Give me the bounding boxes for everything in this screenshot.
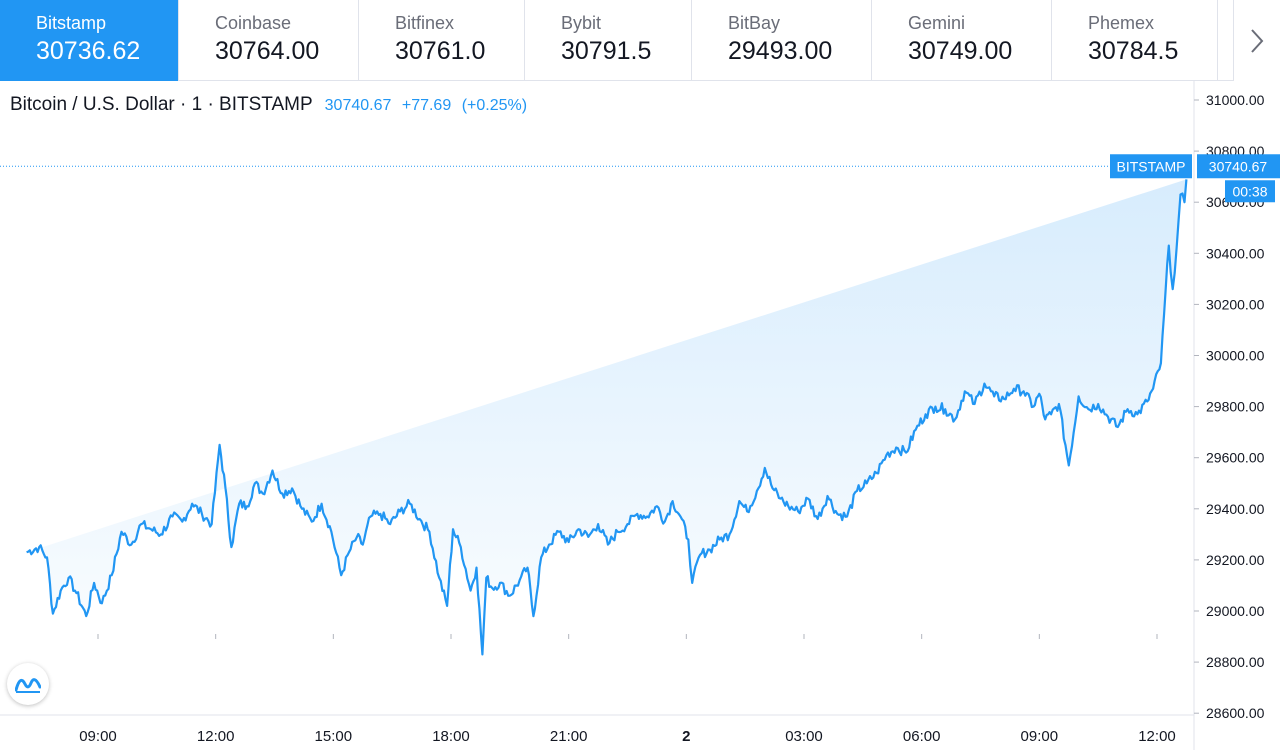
x-tick-label: 09:00: [1021, 728, 1059, 745]
chart-legend: Bitcoin / U.S. Dollar · 1 · BITSTAMP 307…: [10, 94, 533, 116]
exchange-tab-bitbay[interactable]: BitBay 29493.00: [692, 0, 872, 81]
series-line-bitstamp: [26, 179, 1188, 656]
legend-last-price: 30740.67: [324, 97, 392, 114]
legend-change: +77.69: [401, 97, 452, 114]
y-tick-label: 29200.00: [1206, 552, 1265, 568]
y-tick-label: 30000.00: [1206, 348, 1265, 364]
x-tick-label: 12:00: [197, 728, 235, 745]
x-tick-label: 03:00: [785, 728, 823, 745]
exchange-name: Gemini: [908, 13, 966, 33]
exchange-name: Phemex: [1088, 13, 1155, 33]
exchange-name: Bybit: [561, 13, 602, 33]
exchange-tabs: Bitstamp 30736.62 Coinbase 30764.00 Bitf…: [0, 0, 1280, 81]
exchange-tab-gemini[interactable]: Gemini 30749.00: [872, 0, 1052, 81]
exchange-name: Bitstamp: [36, 13, 107, 33]
exchange-tab-bitfinex[interactable]: Bitfinex 30761.0: [359, 0, 525, 81]
tradingview-logo-button[interactable]: [7, 663, 49, 705]
y-tick-label: 30400.00: [1206, 245, 1265, 261]
y-tick-label: 30200.00: [1206, 296, 1265, 312]
next-exchanges-button[interactable]: [1233, 0, 1280, 81]
last-price-labels: BITSTAMP 30740.67 00:38: [1110, 154, 1280, 203]
x-tick-label: 09:00: [79, 728, 117, 745]
exchange-name: Coinbase: [215, 13, 292, 33]
price-chart[interactable]: 31000.0030800.0030600.0030400.0030200.00…: [0, 81, 1280, 750]
legend-values: 30740.67 +77.69 (+0.25%): [325, 97, 533, 115]
exchange-price: 30749.00: [908, 37, 1013, 65]
countdown-label: 00:38: [1232, 183, 1267, 199]
y-tick-label: 31000.00: [1206, 92, 1265, 108]
time-axis[interactable]: 09:00 12:00 15:00 18:00 21:00 2 03:00 06:00 09:0…: [79, 634, 1176, 745]
y-tick-label: 29000.00: [1206, 603, 1265, 619]
x-tick-label: 15:00: [315, 728, 353, 745]
exchange-tab-bybit[interactable]: Bybit 30791.5: [525, 0, 692, 81]
last-price-label-bg: [1197, 154, 1280, 179]
area-fill: [26, 179, 1187, 655]
legend-change-pct: (+0.25%): [461, 97, 528, 114]
source-label-bg: [1110, 154, 1192, 179]
exchange-tab-bitstamp[interactable]: Bitstamp 30736.62: [0, 0, 179, 81]
x-tick-label: 06:00: [903, 728, 941, 745]
exchange-price: 29493.00: [728, 37, 833, 65]
tradingview-logo-icon: [15, 678, 41, 693]
exchange-price: 30784.5: [1088, 37, 1179, 65]
y-tick-label: 28800.00: [1206, 654, 1265, 670]
y-tick-label: 29800.00: [1206, 399, 1265, 415]
chevron-right-icon: [1251, 28, 1264, 53]
exchange-price: 30791.5: [561, 37, 652, 65]
exchange-price: 30764.00: [215, 37, 320, 65]
exchange-price: 30761.0: [395, 37, 486, 65]
x-tick-label: 2: [682, 728, 690, 745]
plot-area: [0, 165, 1194, 656]
last-price-label: 30740.67: [1209, 158, 1268, 174]
x-tick-label: 18:00: [432, 728, 470, 745]
y-tick-label: 29400.00: [1206, 501, 1265, 517]
y-tick-label: 29600.00: [1206, 450, 1265, 466]
exchange-price: 30736.62: [36, 37, 141, 65]
exchange-tab-phemex[interactable]: Phemex 30784.5: [1052, 0, 1218, 81]
y-tick-label: 28600.00: [1206, 705, 1265, 721]
x-tick-label: 12:00: [1138, 728, 1176, 745]
countdown-label-bg: [1225, 180, 1275, 203]
exchange-name: BitBay: [728, 13, 781, 33]
exchange-name: Bitfinex: [395, 13, 455, 33]
symbol-title[interactable]: Bitcoin / U.S. Dollar · 1 · BITSTAMP: [10, 94, 313, 115]
x-tick-label: 21:00: [550, 728, 588, 745]
exchange-tab-coinbase[interactable]: Coinbase 30764.00: [179, 0, 359, 81]
source-label: BITSTAMP: [1117, 158, 1186, 174]
